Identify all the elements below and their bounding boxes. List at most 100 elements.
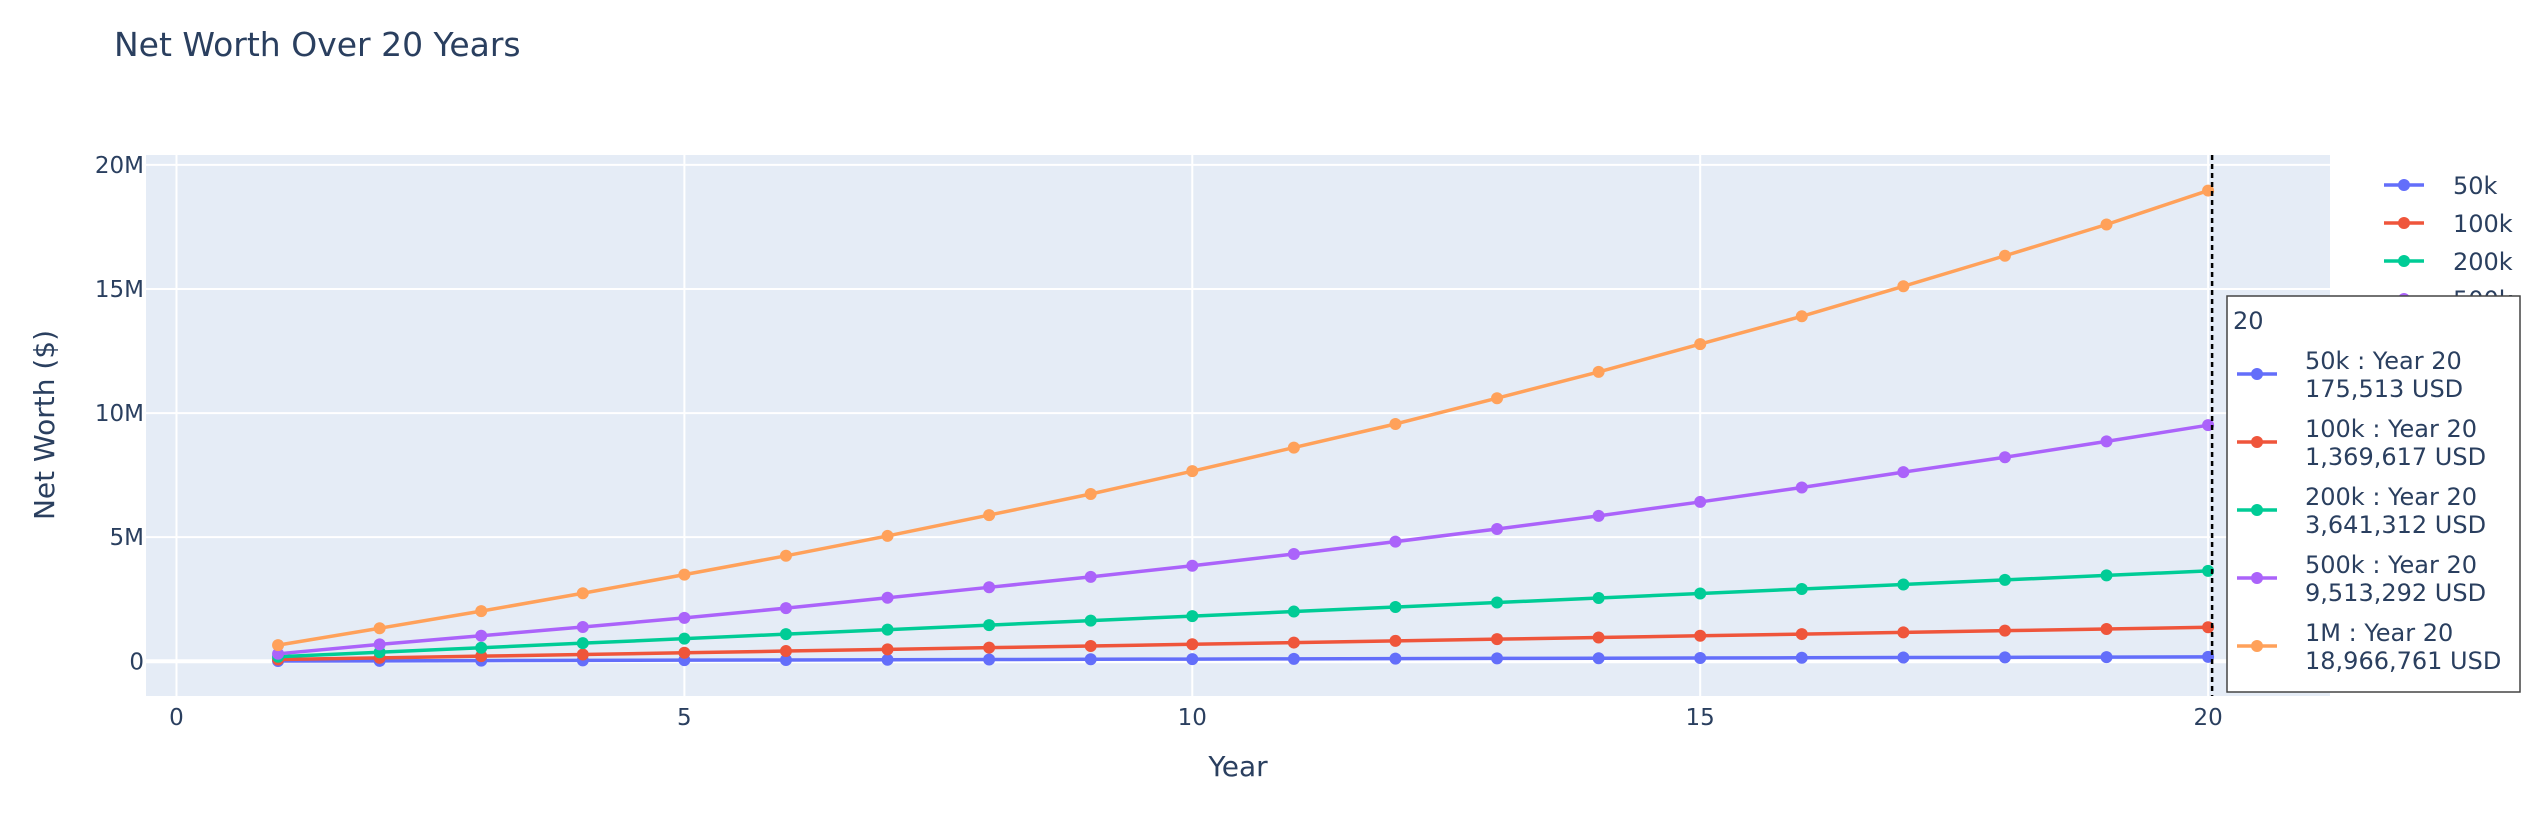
data-point[interactable] <box>475 629 488 642</box>
data-point[interactable] <box>1694 587 1707 600</box>
data-point[interactable] <box>1795 651 1808 664</box>
data-point[interactable] <box>1491 652 1504 665</box>
data-point[interactable] <box>576 621 589 634</box>
series-line[interactable] <box>277 569 2209 659</box>
data-point[interactable] <box>779 645 792 658</box>
series-line[interactable] <box>278 625 2209 662</box>
data-point[interactable] <box>1592 652 1605 665</box>
data-point[interactable] <box>576 648 589 661</box>
data-point[interactable] <box>1897 280 1910 293</box>
data-point[interactable] <box>2100 218 2113 231</box>
data-point[interactable] <box>1186 465 1199 478</box>
data-point[interactable] <box>272 639 285 652</box>
data-point[interactable] <box>1592 592 1605 605</box>
data-point[interactable] <box>1287 636 1300 649</box>
data-point[interactable] <box>373 638 386 651</box>
data-point[interactable] <box>1592 365 1605 378</box>
data-point[interactable] <box>1998 651 2011 664</box>
data-point[interactable] <box>881 643 894 656</box>
data-point[interactable] <box>1592 631 1605 644</box>
data-point[interactable] <box>1084 614 1097 627</box>
data-point[interactable] <box>983 653 996 666</box>
data-point[interactable] <box>881 623 894 636</box>
data-point[interactable] <box>1186 638 1199 651</box>
data-point[interactable] <box>1186 653 1199 666</box>
data-point[interactable] <box>1491 392 1504 405</box>
data-point[interactable] <box>678 611 691 624</box>
data-point[interactable] <box>983 509 996 522</box>
data-point[interactable] <box>1897 466 1910 479</box>
data-point[interactable] <box>779 602 792 615</box>
data-point[interactable] <box>983 619 996 632</box>
data-point[interactable] <box>779 653 792 666</box>
data-point[interactable] <box>1795 481 1808 494</box>
data-point[interactable] <box>1897 651 1910 664</box>
series-200k[interactable] <box>272 564 2215 663</box>
data-point[interactable] <box>1795 582 1808 595</box>
data-point[interactable] <box>1694 629 1707 642</box>
data-point[interactable] <box>1389 634 1402 647</box>
legend-item-100k[interactable]: 100k <box>2384 210 2513 238</box>
data-point[interactable] <box>1491 633 1504 646</box>
data-point[interactable] <box>475 641 488 654</box>
data-point[interactable] <box>1998 573 2011 586</box>
series-line[interactable] <box>277 188 2209 647</box>
data-point[interactable] <box>1084 570 1097 583</box>
data-point[interactable] <box>2100 569 2113 582</box>
data-point[interactable] <box>475 650 488 663</box>
data-point[interactable] <box>983 641 996 654</box>
data-point[interactable] <box>1084 487 1097 500</box>
data-point[interactable] <box>1491 596 1504 609</box>
series-lines[interactable] <box>272 184 2215 668</box>
data-point[interactable] <box>1897 626 1910 639</box>
data-point[interactable] <box>475 605 488 618</box>
series-line[interactable] <box>278 655 2209 663</box>
data-point[interactable] <box>2100 651 2113 664</box>
data-point[interactable] <box>1389 652 1402 665</box>
data-point[interactable] <box>1287 652 1300 665</box>
data-point[interactable] <box>678 646 691 659</box>
data-point[interactable] <box>1389 535 1402 548</box>
data-point[interactable] <box>1592 509 1605 522</box>
data-point[interactable] <box>2100 435 2113 448</box>
data-point[interactable] <box>373 622 386 635</box>
data-point[interactable] <box>576 587 589 600</box>
data-point[interactable] <box>1287 548 1300 561</box>
data-point[interactable] <box>1998 249 2011 262</box>
data-point[interactable] <box>1998 624 2011 637</box>
data-point[interactable] <box>678 568 691 581</box>
data-point[interactable] <box>881 591 894 604</box>
series-1M[interactable] <box>272 184 2215 652</box>
data-point[interactable] <box>576 637 589 650</box>
data-point[interactable] <box>779 549 792 562</box>
data-point[interactable] <box>1795 628 1808 641</box>
series-line[interactable] <box>277 423 2209 656</box>
data-point[interactable] <box>272 647 285 660</box>
hover-header: 20 <box>2233 307 2264 335</box>
data-point[interactable] <box>1084 653 1097 666</box>
data-point[interactable] <box>678 632 691 645</box>
series-500k[interactable] <box>272 419 2215 660</box>
data-point[interactable] <box>983 581 996 594</box>
data-point[interactable] <box>1491 522 1504 535</box>
data-point[interactable] <box>2100 622 2113 635</box>
data-point[interactable] <box>1694 338 1707 351</box>
data-point[interactable] <box>1186 610 1199 623</box>
data-point[interactable] <box>779 628 792 641</box>
data-point[interactable] <box>1287 605 1300 618</box>
data-point[interactable] <box>1694 651 1707 664</box>
data-point[interactable] <box>881 653 894 666</box>
data-point[interactable] <box>1897 578 1910 591</box>
data-point[interactable] <box>1795 310 1808 323</box>
legend-item-200k[interactable]: 200k <box>2384 248 2513 276</box>
data-point[interactable] <box>881 529 894 542</box>
data-point[interactable] <box>1287 441 1300 454</box>
data-point[interactable] <box>1694 495 1707 508</box>
data-point[interactable] <box>1998 451 2011 464</box>
data-point[interactable] <box>1084 639 1097 652</box>
legend-item-50k[interactable]: 50k <box>2384 172 2498 200</box>
data-point[interactable] <box>1186 559 1199 572</box>
data-point[interactable] <box>1389 418 1402 431</box>
data-point[interactable] <box>1389 601 1402 614</box>
